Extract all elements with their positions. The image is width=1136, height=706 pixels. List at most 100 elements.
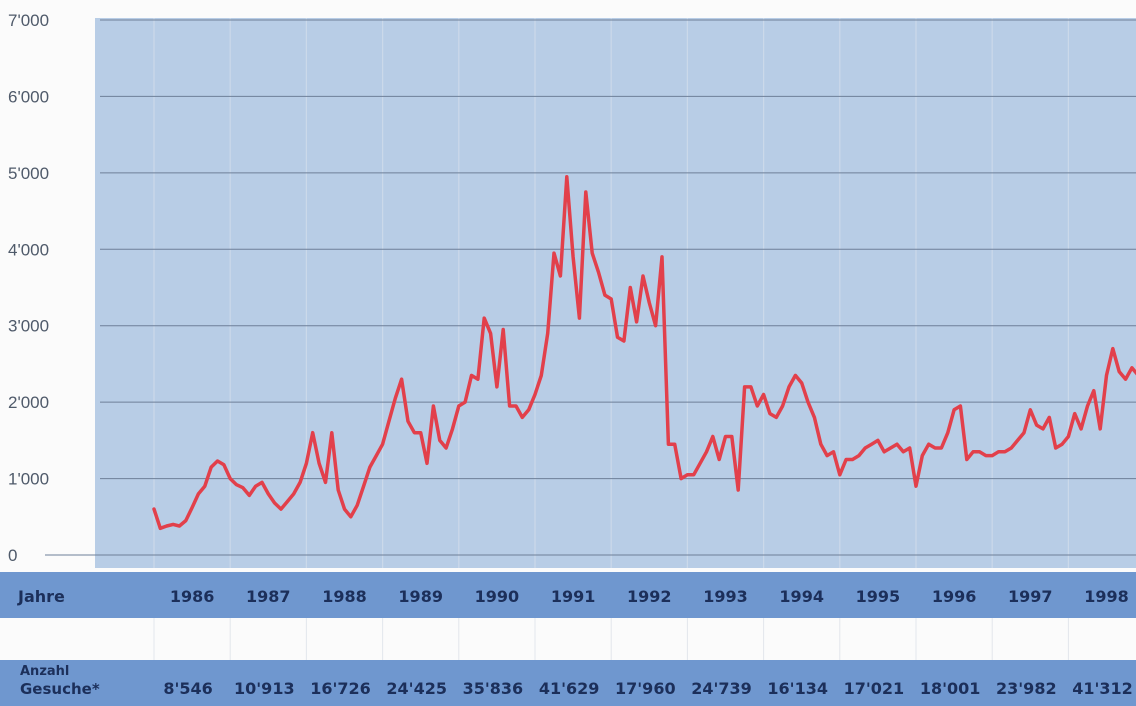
data-point [864, 446, 867, 450]
count-label: 8'546 [163, 679, 212, 698]
data-point [1130, 366, 1134, 369]
data-point [959, 404, 962, 408]
data-point [698, 462, 702, 465]
data-point [152, 507, 156, 511]
data-point [603, 293, 607, 297]
data-point [813, 416, 816, 419]
count-label: 41'629 [539, 679, 600, 698]
data-point [749, 385, 753, 389]
data-point [375, 454, 378, 457]
data-point [254, 485, 257, 488]
horizontal-gridlines [45, 19, 1136, 556]
data-point [578, 316, 581, 320]
plot-area [95, 18, 1136, 568]
data-point [438, 439, 441, 442]
data-point [679, 477, 683, 480]
count-label: 41'312 [1072, 679, 1133, 698]
data-point [317, 462, 321, 465]
count-label: 17'021 [844, 679, 905, 698]
data-point [463, 400, 467, 404]
data-point [737, 488, 740, 492]
data-point [368, 465, 372, 469]
data-point [324, 481, 327, 484]
year-label: 1993 [703, 587, 748, 606]
data-point [533, 393, 537, 396]
data-point [508, 404, 511, 408]
data-point [635, 320, 638, 324]
data-point [337, 488, 340, 492]
data-point [711, 435, 714, 438]
data-point [794, 374, 797, 377]
data-point [413, 431, 416, 434]
data-point [825, 454, 829, 457]
data-point [1029, 408, 1032, 411]
year-label: 1986 [170, 587, 215, 606]
data-point [946, 431, 949, 434]
data-point [298, 481, 302, 484]
data-point [705, 450, 708, 453]
data-point [425, 462, 429, 465]
data-point [159, 527, 162, 530]
data-point [330, 431, 333, 434]
data-point [400, 378, 403, 381]
count-label: 23'982 [996, 679, 1057, 698]
count-label: 10'913 [234, 679, 295, 698]
data-point [768, 412, 772, 415]
data-point [730, 435, 733, 438]
data-point [965, 458, 968, 461]
series-points [152, 175, 1134, 530]
data-point [210, 465, 213, 469]
data-point [902, 450, 905, 453]
data-point [1124, 378, 1127, 381]
data-point [305, 462, 308, 465]
data-point [743, 385, 746, 389]
data-point [432, 404, 435, 408]
data-point [940, 446, 943, 450]
data-point [781, 404, 784, 408]
count-label: 16'726 [310, 679, 371, 698]
data-point [552, 251, 556, 255]
data-point [394, 397, 397, 400]
data-point [559, 274, 562, 278]
data-point [927, 443, 930, 446]
data-point [1022, 431, 1026, 434]
data-point [1079, 427, 1083, 431]
data-point [381, 443, 384, 446]
data-point [235, 483, 238, 486]
count-band [0, 660, 1136, 706]
data-point [1086, 404, 1089, 408]
data-point [514, 404, 518, 408]
data-point [660, 255, 664, 259]
data-point [273, 501, 276, 505]
data-point [838, 473, 841, 476]
year-label: 1995 [856, 587, 901, 606]
data-point [527, 408, 530, 411]
data-point [997, 450, 1000, 453]
count-labels: 8'546 10'913 16'726 24'425 35'836 41'629 17'96… [163, 679, 1132, 698]
data-point [1060, 443, 1064, 446]
year-label: 1996 [932, 587, 977, 606]
data-point [584, 190, 587, 194]
data-point [895, 443, 899, 446]
data-point [171, 523, 175, 526]
data-point [775, 416, 778, 419]
data-point [629, 286, 632, 289]
data-point [673, 443, 676, 446]
data-point [356, 504, 359, 507]
data-point [1003, 450, 1007, 453]
year-label: 1991 [551, 587, 596, 606]
data-point [762, 393, 765, 396]
data-point [857, 454, 861, 457]
data-point [444, 446, 448, 450]
data-point [1010, 446, 1013, 450]
y-axis-tick-labels: 0 1'000 2'000 3'000 4'000 5'000 6'000 7'000 [8, 11, 49, 565]
data-point [241, 486, 245, 489]
data-point [648, 301, 651, 304]
data-point [387, 420, 391, 423]
data-point [489, 332, 492, 335]
data-point [800, 381, 803, 385]
year-labels: 1986 1987 1988 1989 1990 1991 1992 1993 1994 1995… [170, 587, 1129, 606]
year-band [0, 572, 1136, 618]
count-label: 18'001 [920, 679, 981, 698]
data-point [1048, 416, 1051, 419]
